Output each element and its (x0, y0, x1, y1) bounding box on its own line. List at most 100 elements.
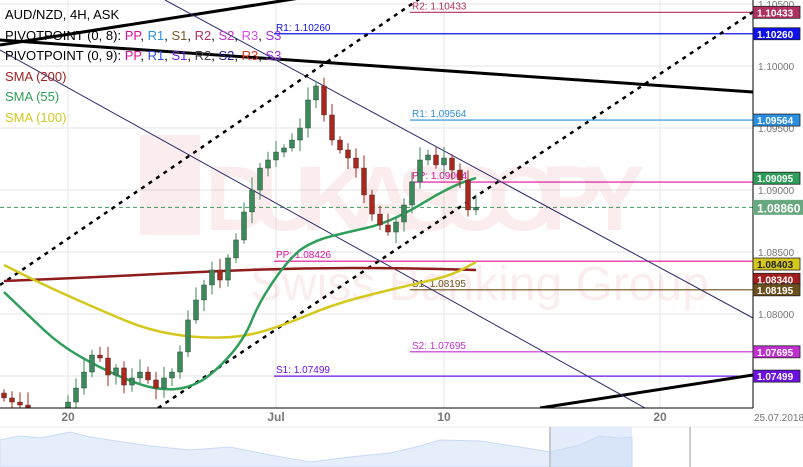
candle (329, 103, 335, 146)
candle (17, 392, 23, 408)
candle (417, 147, 423, 189)
price-tick-label: 1.10500 (758, 0, 795, 11)
pivot-label: R1: 1.10260 (276, 23, 331, 34)
candle (121, 361, 127, 394)
legend-pivot-9[interactable]: PIVOTPOINT (0, 9): PP, R1, S1, R2, S2, R… (5, 48, 282, 63)
price-axis[interactable]: 1.10500 1.10000 1.09500 1.09000 1.08500 1.080… (758, 0, 795, 321)
pivot-label: S1: 1.08195 (412, 279, 466, 290)
time-axis[interactable]: 20 Jul 10 20 (61, 410, 667, 424)
candle (65, 395, 71, 408)
candle (50, 414, 55, 432)
candle (153, 371, 159, 400)
legend-pivot-r1: R1 (147, 27, 165, 43)
candle (393, 218, 399, 244)
price-tick-label: 1.08000 (758, 310, 795, 321)
time-tick-label: 10 (437, 410, 451, 424)
price-tag-text: 1.08340 (757, 275, 794, 286)
watermark-logo: DUKASCOPY Swiss Banking Group (140, 135, 709, 311)
legend-pivot-r3: R3 (241, 27, 259, 43)
candle (161, 366, 167, 398)
legend-pivot-pp: PP (124, 48, 141, 63)
navigator-area (0, 431, 633, 467)
current-price-tag: 1.08860 (753, 199, 803, 215)
pivot-label: S2: 1.07695 (412, 341, 466, 352)
candle (105, 346, 111, 387)
price-tag: 1.09564 (752, 113, 801, 127)
legend-pivot-s3: S3 (265, 48, 282, 63)
price-tag: 1.07499 (752, 369, 801, 383)
price-tag-text: 1.09564 (757, 116, 794, 127)
candle (145, 366, 151, 384)
pivot-label: S1: 1.07499 (276, 365, 330, 376)
legend-pivot-r2: R2 (194, 27, 212, 43)
candle (281, 144, 287, 158)
trendline-thick-upper (0, 0, 297, 47)
legend-sma-100[interactable]: SMA (100) (5, 109, 67, 125)
candle (385, 213, 391, 236)
end-date-label: 25.07.2018 (754, 413, 803, 424)
candle (25, 392, 31, 408)
price-tag: 1.08340 (752, 272, 801, 286)
price-tag-text: 1.08860 (757, 201, 801, 215)
price-tag-text: 1.09095 (757, 174, 794, 185)
trendline-thick-descending (0, 38, 753, 94)
chart-legend: AUD/NZD, 4H, ASK PIVOTPOINT (0, 8): PP, … (5, 5, 281, 128)
time-tick-label: 20 (61, 410, 75, 424)
candle (97, 346, 103, 362)
navigator[interactable] (0, 426, 803, 467)
price-tick-label: 1.09000 (758, 186, 795, 197)
candle (177, 345, 183, 379)
candle (409, 172, 415, 214)
price-tag: 1.07695 (752, 345, 801, 359)
legend-pivot-r1: R1 (147, 48, 165, 63)
pivot-label: R1: 1.09564 (412, 109, 467, 120)
legend-pivot-s2: S2 (218, 48, 235, 63)
price-tick-label: 1.09500 (758, 124, 795, 135)
navigator-window (550, 427, 632, 467)
candle (257, 162, 263, 200)
price-tag: 1.10433 (752, 5, 801, 19)
candle (425, 149, 431, 166)
legend-pivot-s2: S2 (218, 27, 235, 43)
candle (401, 198, 407, 232)
candle (441, 146, 447, 177)
candle (9, 391, 15, 408)
candle (217, 258, 223, 289)
sma-line-200 (3, 266, 477, 283)
legend-pivot-8[interactable]: PIVOTPOINT (0, 8): PP, R1, S1, R2, S2, R… (5, 27, 282, 43)
price-tags: 1.10433 1.10260 1.09564 1.09095 1.08860 1.084… (752, 5, 803, 383)
channel-line-lower (0, 49, 646, 408)
price-tag-text: 1.07695 (757, 348, 794, 359)
candle (289, 133, 295, 152)
candle (249, 177, 255, 224)
time-tick-label: Jul (267, 410, 284, 424)
candle (321, 77, 327, 122)
pivot-lines: R2: 1.10433 R1: 1.10260 R1: 1.09564 PP: 1.0… (274, 1, 753, 377)
price-tag-text: 1.10260 (757, 30, 794, 41)
candle (305, 87, 311, 138)
legend-instrument: AUD/NZD, 4H, ASK (5, 7, 120, 22)
legend-pivot-s1: S1 (171, 48, 188, 63)
candle (89, 349, 95, 378)
candle (433, 146, 439, 169)
candle (73, 378, 79, 408)
candle (369, 189, 375, 221)
legend-sma-200[interactable]: SMA (200) (5, 68, 67, 84)
candle (265, 151, 271, 177)
candle (377, 205, 383, 231)
drawn-trendlines[interactable] (0, 0, 753, 408)
candle (209, 261, 215, 295)
candle (34, 415, 39, 437)
candle (449, 154, 455, 180)
candle (353, 148, 359, 178)
legend-sma-55[interactable]: SMA (55) (5, 89, 60, 104)
price-tick-label: 1.08500 (758, 248, 795, 259)
svg-text:DUKASCOPY: DUKASCOPY (205, 148, 645, 250)
legend-pivot-s1: S1 (171, 27, 188, 43)
pivot-label: PP: 1.08426 (276, 250, 331, 261)
time-tick-label: 20 (653, 410, 667, 424)
candle (465, 170, 471, 217)
candle (113, 364, 119, 385)
legend-prefix: PIVOTPOINT (0, 9): (5, 48, 125, 63)
